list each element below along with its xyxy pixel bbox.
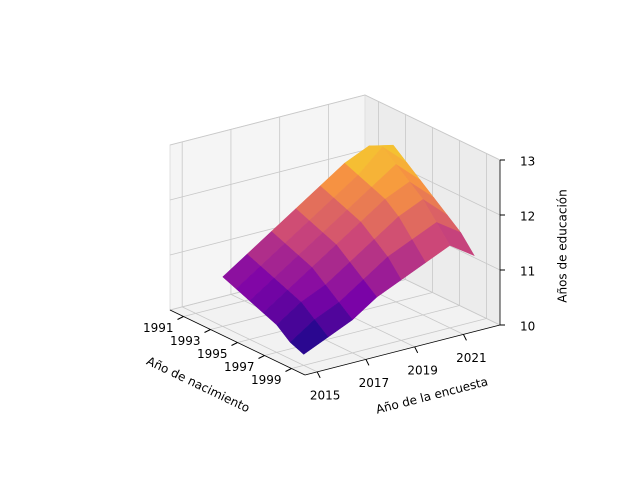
surface-face bbox=[289, 319, 329, 355]
z-tick-label: 13 bbox=[520, 155, 535, 169]
y-tick-label: 2015 bbox=[310, 388, 341, 402]
y-tick-label: 2019 bbox=[407, 363, 438, 377]
tick-mark bbox=[204, 329, 211, 333]
x-tick-label: 1993 bbox=[170, 334, 201, 348]
z-tick-label: 10 bbox=[520, 320, 535, 334]
x-tick-label: 1999 bbox=[251, 373, 282, 387]
grid-line bbox=[182, 306, 318, 373]
tick-mark bbox=[462, 334, 467, 341]
y-tick-label: 2017 bbox=[359, 376, 390, 390]
x-axis-line bbox=[169, 309, 306, 376]
tick-mark bbox=[231, 342, 238, 346]
tick-mark bbox=[285, 368, 292, 372]
y-tick-label: 2021 bbox=[456, 351, 487, 365]
z-tick-label: 12 bbox=[520, 210, 535, 224]
x-tick-label: 1995 bbox=[197, 347, 228, 361]
x-tick-label: 1991 bbox=[143, 321, 174, 335]
tick-mark bbox=[258, 355, 265, 359]
tick-mark bbox=[414, 346, 419, 354]
x-tick-label: 1997 bbox=[224, 360, 255, 374]
z-axis-title: Años de educación bbox=[556, 189, 570, 302]
surface bbox=[222, 144, 475, 355]
grid-line bbox=[291, 318, 487, 369]
z-tick-label: 11 bbox=[520, 265, 535, 279]
tick-mark bbox=[365, 359, 370, 366]
y-axis-line bbox=[304, 324, 501, 376]
tick-mark bbox=[316, 371, 321, 379]
grid-line bbox=[364, 94, 501, 161]
y-axis-title: Año de la encuesta bbox=[374, 374, 489, 416]
grid-line bbox=[169, 94, 366, 146]
tick-mark bbox=[177, 316, 184, 320]
grid-line bbox=[169, 149, 366, 201]
